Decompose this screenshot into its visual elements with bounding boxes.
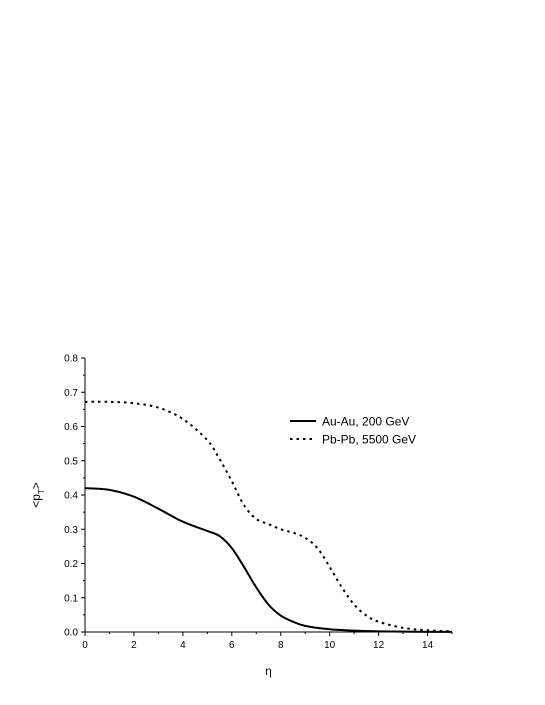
y-tick-label: 0.7 <box>64 388 78 399</box>
y-tick-label: 0.3 <box>64 525 78 536</box>
legend: Au-Au, 200 GeV Pb-Pb, 5500 GeV <box>290 415 416 447</box>
x-tick-label: 6 <box>229 640 235 651</box>
y-tick-label: 0.0 <box>64 628 78 639</box>
legend-label: Pb-Pb, 5500 GeV <box>322 433 416 447</box>
x-tick-label: 0 <box>82 640 88 651</box>
y-tick-label: 0.8 <box>64 354 78 365</box>
x-tick-label: 12 <box>373 640 385 651</box>
x-tick-label: 4 <box>180 640 186 651</box>
y-tick-label: 0.1 <box>64 593 78 604</box>
y-axis-label: <pT> <box>29 482 46 508</box>
axes: 0 2 4 6 8 10 12 14 0.0 0.1 0.2 0.3 0.4 0.5 0.6 0.7 0.8 <box>64 354 453 651</box>
x-tick-label: 8 <box>278 640 284 651</box>
x-tick-label: 2 <box>131 640 137 651</box>
y-tick-label: 0.2 <box>64 559 78 570</box>
x-tick-label: 10 <box>324 640 336 651</box>
legend-label: Au-Au, 200 GeV <box>322 415 409 429</box>
series-line-pb-pb <box>84 400 453 633</box>
x-axis-label: η <box>265 664 272 678</box>
y-tick-label: 0.4 <box>64 491 78 502</box>
series-line-au-au <box>84 487 453 633</box>
x-tick-label: 14 <box>422 640 434 651</box>
y-tick-label: 0.5 <box>64 456 78 467</box>
series-layer <box>84 400 453 633</box>
y-tick-label: 0.6 <box>64 422 78 433</box>
